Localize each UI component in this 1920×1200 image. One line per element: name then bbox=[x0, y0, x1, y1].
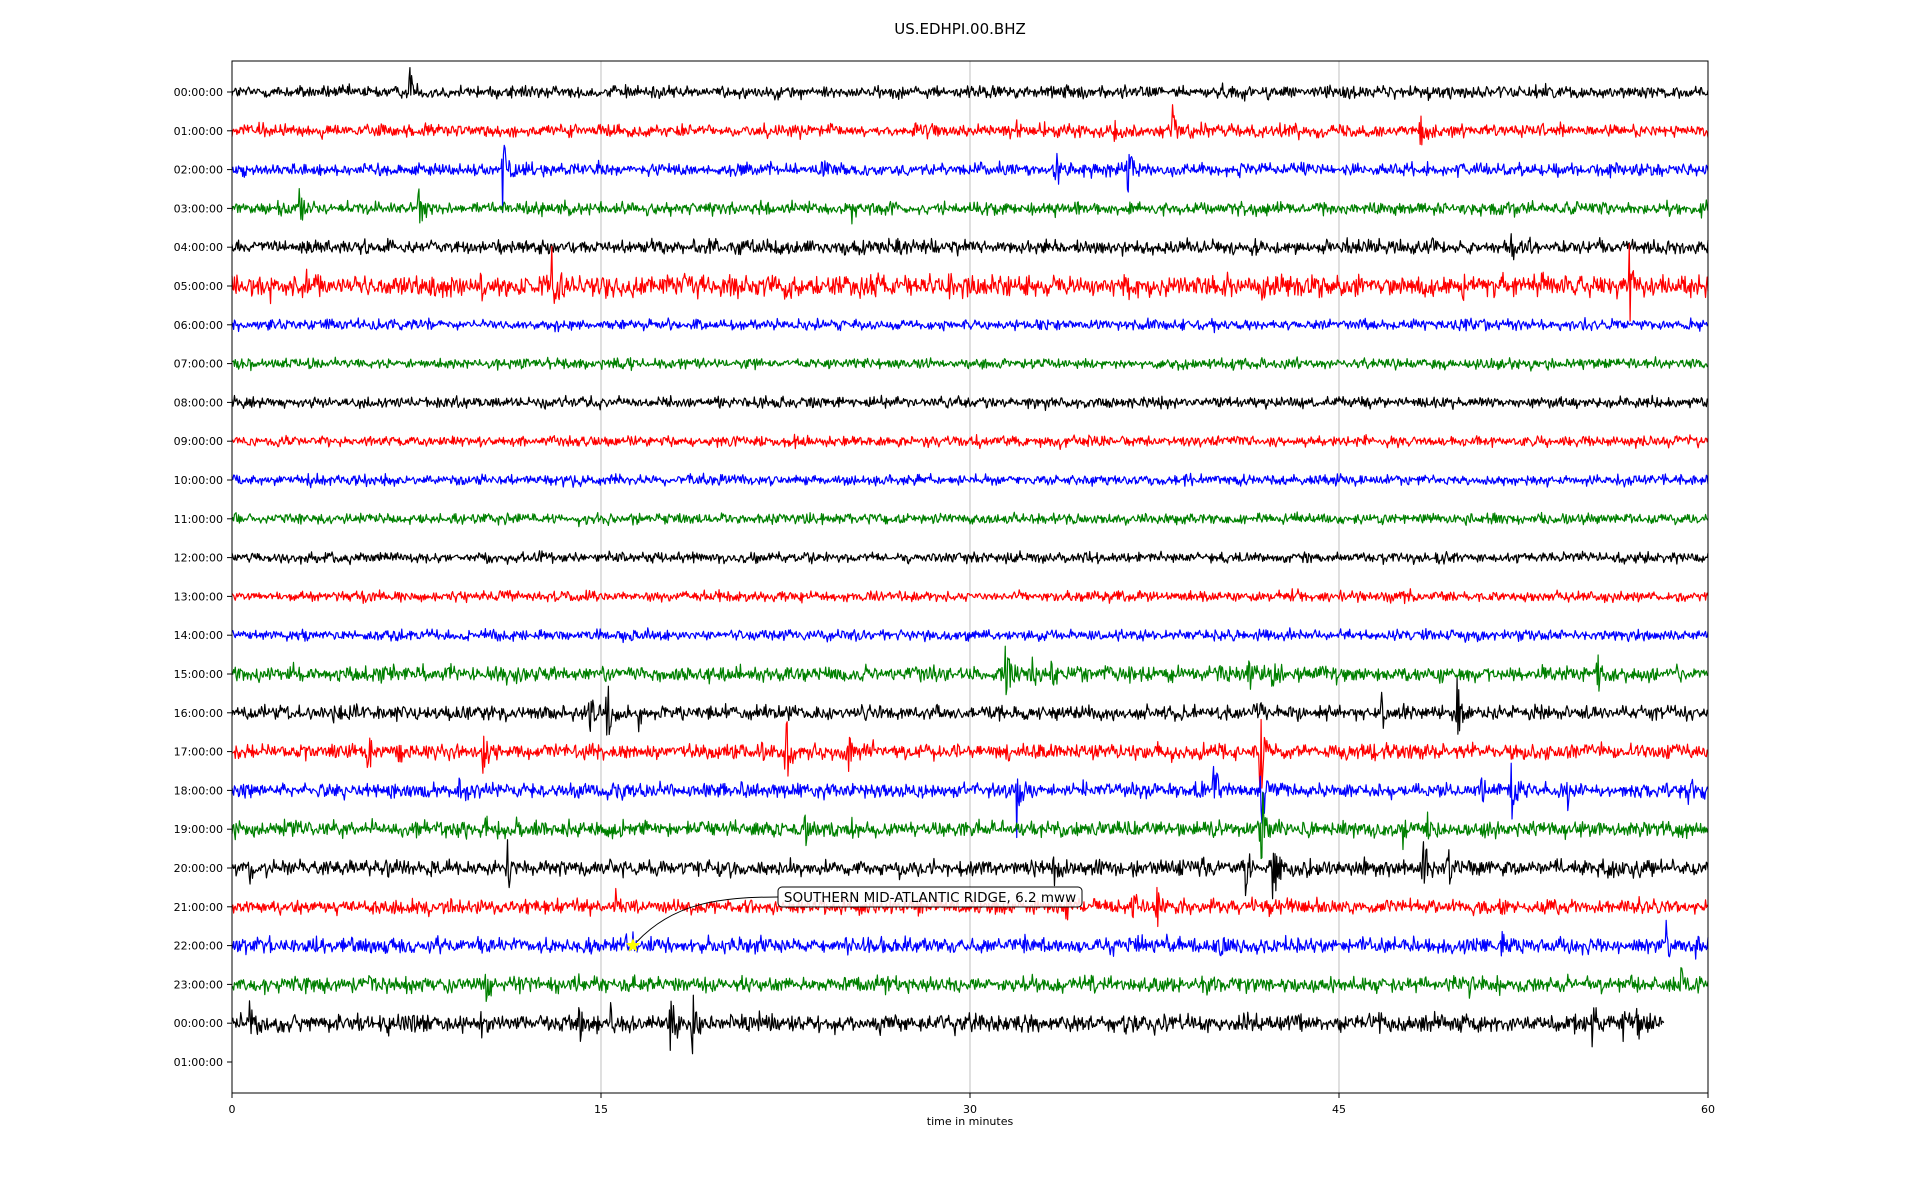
traces bbox=[231, 66, 1709, 1055]
annotation-connector bbox=[636, 896, 779, 942]
row-label: 23:00:00 bbox=[174, 978, 223, 991]
trace-line bbox=[231, 792, 1709, 860]
x-axis: 0 15 30 45 60 bbox=[229, 1093, 1715, 1116]
row-label: 20:00:00 bbox=[174, 862, 223, 875]
trace-line bbox=[231, 550, 1709, 566]
x-axis-label: time in minutes bbox=[927, 1115, 1014, 1128]
annotation-box bbox=[777, 886, 1083, 908]
trace-line bbox=[232, 356, 1709, 372]
row-label: 04:00:00 bbox=[174, 241, 223, 254]
row-label: 16:00:00 bbox=[174, 707, 223, 720]
row-label: 05:00:00 bbox=[174, 280, 223, 293]
row-label: 17:00:00 bbox=[174, 746, 223, 759]
trace-line bbox=[231, 588, 1709, 605]
trace-line bbox=[231, 839, 1709, 900]
row-label: 00:00:00 bbox=[174, 1017, 223, 1030]
row-label: 12:00:00 bbox=[174, 552, 223, 565]
row-label: 09:00:00 bbox=[174, 435, 223, 448]
row-label: 08:00:00 bbox=[174, 396, 223, 409]
row-label: 15:00:00 bbox=[174, 668, 223, 681]
row-label: 11:00:00 bbox=[174, 513, 223, 526]
event-star-marker bbox=[625, 937, 641, 952]
row-label: 10:00:00 bbox=[174, 474, 223, 487]
x-tick-label: 45 bbox=[1332, 1103, 1346, 1116]
event-annotation: SOUTHERN MID-ATLANTIC RIDGE, 6.2 mww bbox=[625, 886, 1083, 952]
row-label: 01:00:00 bbox=[174, 1056, 223, 1069]
row-label: 01:00:00 bbox=[174, 125, 223, 138]
row-label: 00:00:00 bbox=[174, 86, 223, 99]
row-label: 03:00:00 bbox=[174, 202, 223, 215]
trace-line bbox=[231, 144, 1709, 214]
row-label: 14:00:00 bbox=[174, 629, 223, 642]
row-label: 18:00:00 bbox=[174, 784, 223, 797]
trace-line bbox=[231, 233, 1709, 261]
trace-line bbox=[231, 104, 1709, 146]
trace-line bbox=[231, 762, 1709, 839]
row-label: 06:00:00 bbox=[174, 319, 223, 332]
x-tick-label: 60 bbox=[1701, 1103, 1715, 1116]
trace-line bbox=[231, 967, 1709, 1003]
trace-line bbox=[231, 66, 1709, 102]
trace-line bbox=[231, 645, 1709, 696]
annotation-text: SOUTHERN MID-ATLANTIC RIDGE, 6.2 mww bbox=[784, 890, 1076, 906]
trace-line bbox=[231, 511, 1709, 528]
trace-line bbox=[231, 433, 1709, 450]
row-label: 13:00:00 bbox=[174, 590, 223, 603]
trace-line bbox=[231, 627, 1709, 644]
x-tick-label: 15 bbox=[594, 1103, 608, 1116]
trace-line bbox=[231, 994, 1665, 1055]
grid-lines bbox=[600, 61, 1340, 1093]
row-label: 07:00:00 bbox=[174, 358, 223, 371]
trace-line bbox=[231, 677, 1709, 736]
trace-line bbox=[231, 188, 1709, 225]
trace-line bbox=[231, 472, 1709, 489]
row-label: 21:00:00 bbox=[174, 901, 223, 914]
x-tick-label: 30 bbox=[963, 1103, 977, 1116]
trace-line bbox=[231, 394, 1709, 412]
x-tick-label: 0 bbox=[229, 1103, 236, 1116]
row-label: 19:00:00 bbox=[174, 823, 223, 836]
row-label: 02:00:00 bbox=[174, 164, 223, 177]
chart-title: US.EDHPI.00.BHZ bbox=[894, 20, 1026, 38]
trace-line bbox=[231, 718, 1709, 793]
trace-line bbox=[231, 919, 1709, 960]
row-label: 22:00:00 bbox=[174, 940, 223, 953]
trace-line bbox=[231, 243, 1709, 322]
y-axis: 00:00:00 01:00:00 02:00:00 03:00:00 04:00:00… bbox=[174, 86, 232, 1069]
trace-line bbox=[231, 316, 1709, 334]
